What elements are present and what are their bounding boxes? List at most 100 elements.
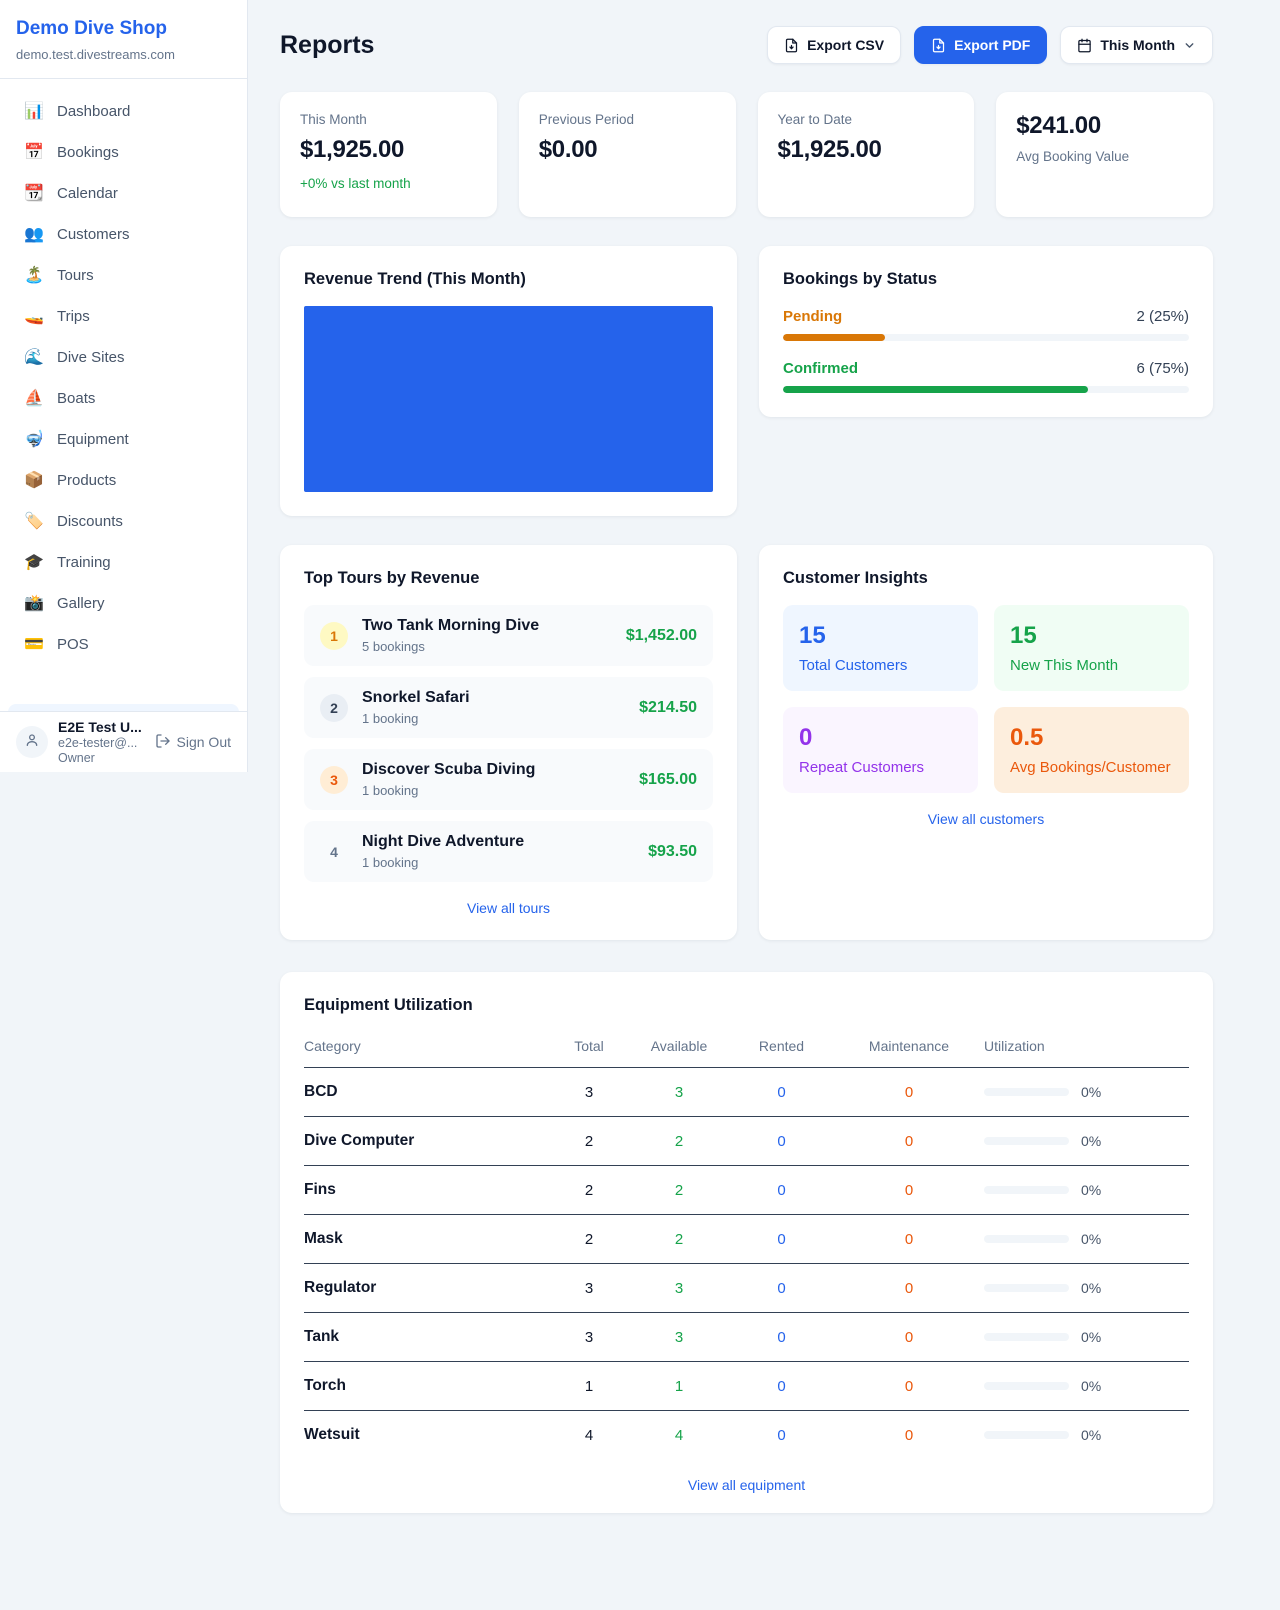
sign-out-button[interactable]: Sign Out — [155, 733, 231, 752]
sidebar: Demo Dive Shop demo.test.divestreams.com… — [0, 0, 248, 772]
tile-value: 15 — [799, 622, 826, 649]
sidebar-item-tours[interactable]: 🏝️ Tours — [8, 255, 239, 295]
sidebar-item-trips[interactable]: 🚤 Trips — [8, 296, 239, 336]
utilization-bar — [984, 1186, 1069, 1194]
sidebar-item-calendar[interactable]: 📆 Calendar — [8, 173, 239, 213]
utilization-bar — [984, 1382, 1069, 1390]
status-bar-fill — [783, 386, 1088, 393]
equipment-rented: 0 — [729, 1312, 834, 1362]
tour-name: Snorkel Safari — [362, 689, 470, 706]
sidebar-item-boats[interactable]: ⛵ Boats — [8, 378, 239, 418]
utilization-cell: 0% — [984, 1329, 1189, 1345]
sidebar-item-customers[interactable]: 👥 Customers — [8, 214, 239, 254]
period-dropdown[interactable]: This Month — [1060, 26, 1213, 64]
sidebar-item-label: Equipment — [57, 430, 129, 448]
tile-value: 15 — [1010, 622, 1037, 649]
tour-info: Night Dive Adventure 1 booking — [362, 833, 524, 870]
graduation-cap-icon: 🎓 — [24, 554, 44, 571]
stat-value: $1,925.00 — [777, 136, 882, 163]
sidebar-item-dashboard[interactable]: 📊 Dashboard — [8, 91, 239, 131]
revenue-trend-chart — [304, 306, 713, 492]
tile-label: New This Month — [1010, 657, 1119, 674]
status-row-confirmed: Confirmed 6 (75%) — [783, 360, 1189, 393]
tag-icon: 🏷️ — [24, 513, 44, 530]
tour-revenue: $93.50 — [648, 842, 697, 860]
sidebar-item-gallery[interactable]: 📸 Gallery — [8, 583, 239, 623]
stat-value: $0.00 — [538, 136, 598, 163]
equipment-available: 3 — [629, 1312, 729, 1362]
view-all-equipment-link[interactable]: View all equipment — [687, 1477, 806, 1493]
equipment-total: 4 — [584, 1426, 594, 1444]
calendar-number-icon: 📅 — [24, 144, 44, 161]
utilization-cell: 0% — [984, 1084, 1189, 1100]
equipment-total: 3 — [549, 1312, 629, 1362]
tile-label: Repeat Customers — [799, 759, 925, 776]
equipment-rented: 0 — [777, 1426, 786, 1444]
equipment-total: 2 — [549, 1214, 629, 1264]
equipment-maintenance: 0 — [904, 1426, 914, 1444]
column-header-rented: Rented — [729, 1029, 834, 1068]
sidebar-item-reports-partial[interactable] — [8, 704, 239, 713]
stat-value: $1,925.00 — [300, 136, 405, 163]
utilization-cell: 0% — [984, 1182, 1189, 1198]
sign-out-icon — [155, 733, 171, 752]
utilization-bar — [984, 1431, 1069, 1439]
equipment-available: 2 — [629, 1214, 729, 1264]
sidebar-item-label: Products — [57, 471, 117, 489]
view-all-tours-link[interactable]: View all tours — [466, 900, 550, 916]
page-header: Reports Export CSV Export PDF This Month — [280, 26, 1213, 64]
export-csv-button[interactable]: Export CSV — [767, 26, 902, 64]
file-download-icon — [931, 38, 946, 53]
sidebar-item-pos[interactable]: 💳 POS — [8, 624, 239, 664]
tour-name: Two Tank Morning Dive — [362, 617, 540, 634]
status-bar-track — [783, 334, 1189, 341]
sidebar-item-label: Bookings — [57, 143, 119, 161]
utilization-percent: 0% — [1081, 1231, 1102, 1247]
utilization-cell: 0% — [984, 1133, 1189, 1149]
utilization-cell: 0% — [984, 1378, 1189, 1394]
tour-revenue: $1,452.00 — [625, 626, 697, 644]
export-csv-label: Export CSV — [807, 37, 885, 53]
utilization-bar — [984, 1235, 1069, 1243]
sidebar-item-dive-sites[interactable]: 🌊 Dive Sites — [8, 337, 239, 377]
sidebar-item-bookings[interactable]: 📅 Bookings — [8, 132, 239, 172]
sidebar-item-products[interactable]: 📦 Products — [8, 460, 239, 500]
tour-revenue: $214.50 — [639, 698, 697, 716]
customer-insights-card: Customer Insights 15 Total Customers 15 N… — [759, 545, 1213, 940]
tear-off-calendar-icon: 📆 — [24, 185, 44, 202]
camera-icon: 📸 — [24, 595, 44, 612]
sidebar-item-label: Training — [57, 553, 111, 571]
avatar — [16, 726, 48, 758]
stat-card-avg-booking-value: $241.00 Avg Booking Value — [996, 92, 1213, 217]
tour-revenue: $165.00 — [639, 770, 697, 788]
user-panel: E2E Test U... e2e-tester@... Owner Sign … — [0, 711, 247, 772]
period-label: This Month — [1100, 37, 1175, 53]
person-icon — [24, 732, 40, 753]
main-content: Reports Export CSV Export PDF This Month — [248, 0, 1233, 1553]
stat-value: $241.00 — [1016, 112, 1101, 139]
equipment-available: 3 — [629, 1067, 729, 1117]
user-name: E2E Test U... — [58, 719, 142, 735]
sidebar-item-discounts[interactable]: 🏷️ Discounts — [8, 501, 239, 541]
status-value: 2 (25%) — [1136, 308, 1189, 325]
export-pdf-button[interactable]: Export PDF — [914, 26, 1048, 64]
sailboat-icon: ⛵ — [24, 390, 44, 407]
insight-tile-new-this-month: 15 New This Month — [994, 605, 1189, 691]
tour-name: Discover Scuba Diving — [362, 761, 536, 778]
customer-insights-title: Customer Insights — [783, 569, 928, 587]
status-row-pending: Pending 2 (25%) — [783, 308, 1189, 341]
tour-bookings: 1 booking — [362, 855, 419, 870]
equipment-category: Dive Computer — [304, 1116, 549, 1166]
column-header-maintenance: Maintenance — [834, 1029, 984, 1068]
sidebar-item-label: Boats — [57, 389, 96, 407]
sidebar-item-equipment[interactable]: 🤿 Equipment — [8, 419, 239, 459]
equipment-rented: 0 — [729, 1263, 834, 1313]
chevron-down-icon — [1183, 39, 1196, 52]
equipment-table: Category Total Available Rented Maintenance U… — [304, 1029, 1189, 1459]
speedboat-icon: 🚤 — [24, 308, 44, 325]
equipment-maintenance: 0 — [834, 1214, 984, 1264]
sidebar-item-training[interactable]: 🎓 Training — [8, 542, 239, 582]
view-all-customers-link[interactable]: View all customers — [927, 811, 1045, 827]
utilization-percent: 0% — [1081, 1329, 1102, 1345]
column-header-available: Available — [629, 1029, 729, 1068]
